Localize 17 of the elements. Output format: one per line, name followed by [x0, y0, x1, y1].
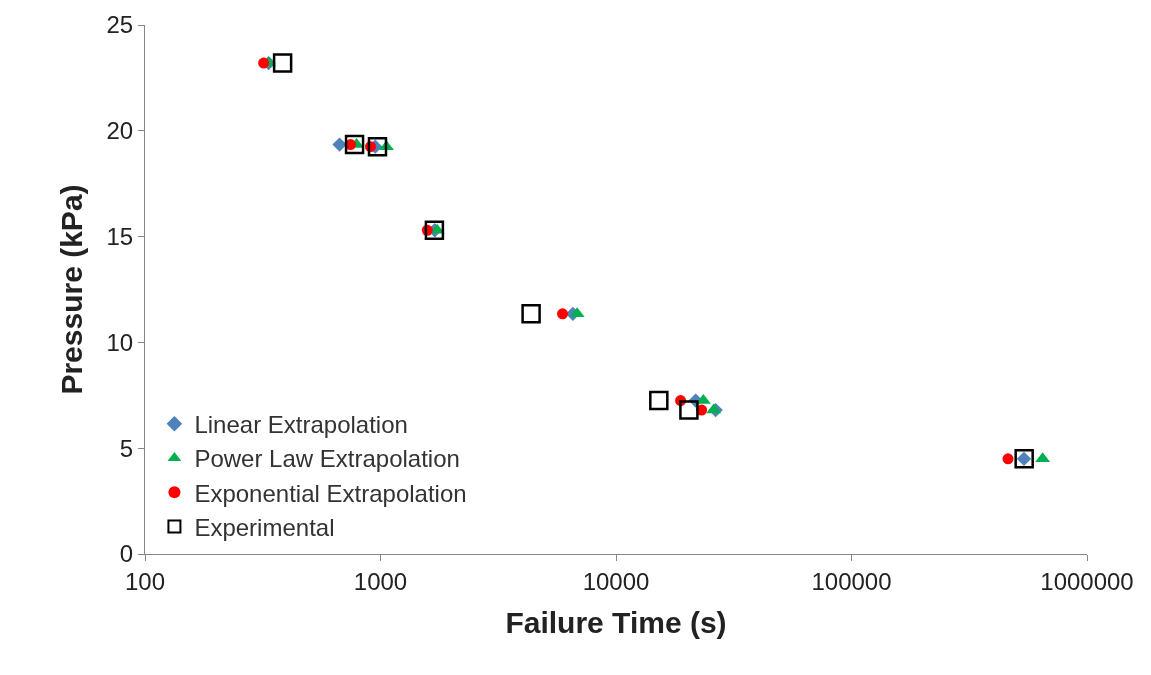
legend-label: Experimental	[194, 513, 335, 541]
x-tick-label: 100	[124, 567, 166, 595]
x-tick-label: 10000	[582, 567, 650, 595]
legend-label: Power Law Extrapolation	[194, 445, 460, 473]
x-tick-label: 100000	[811, 567, 892, 595]
x-axis-title: Failure Time (s)	[505, 606, 727, 640]
y-tick-label: 15	[106, 223, 134, 250]
y-tick-label: 25	[106, 11, 134, 39]
legend-label: Exponential Extrapolation	[194, 479, 467, 507]
x-tick-label: 1000000	[1040, 567, 1134, 595]
y-tick-label: 10	[106, 328, 134, 356]
x-tick-label: 1000	[353, 567, 408, 595]
y-tick-label: 5	[119, 434, 134, 462]
legend-label: Linear Extrapolation	[194, 411, 408, 439]
y-tick-label: 0	[119, 540, 134, 568]
y-tick-label: 20	[106, 117, 134, 145]
y-axis-title: Pressure (kPa)	[55, 184, 89, 395]
